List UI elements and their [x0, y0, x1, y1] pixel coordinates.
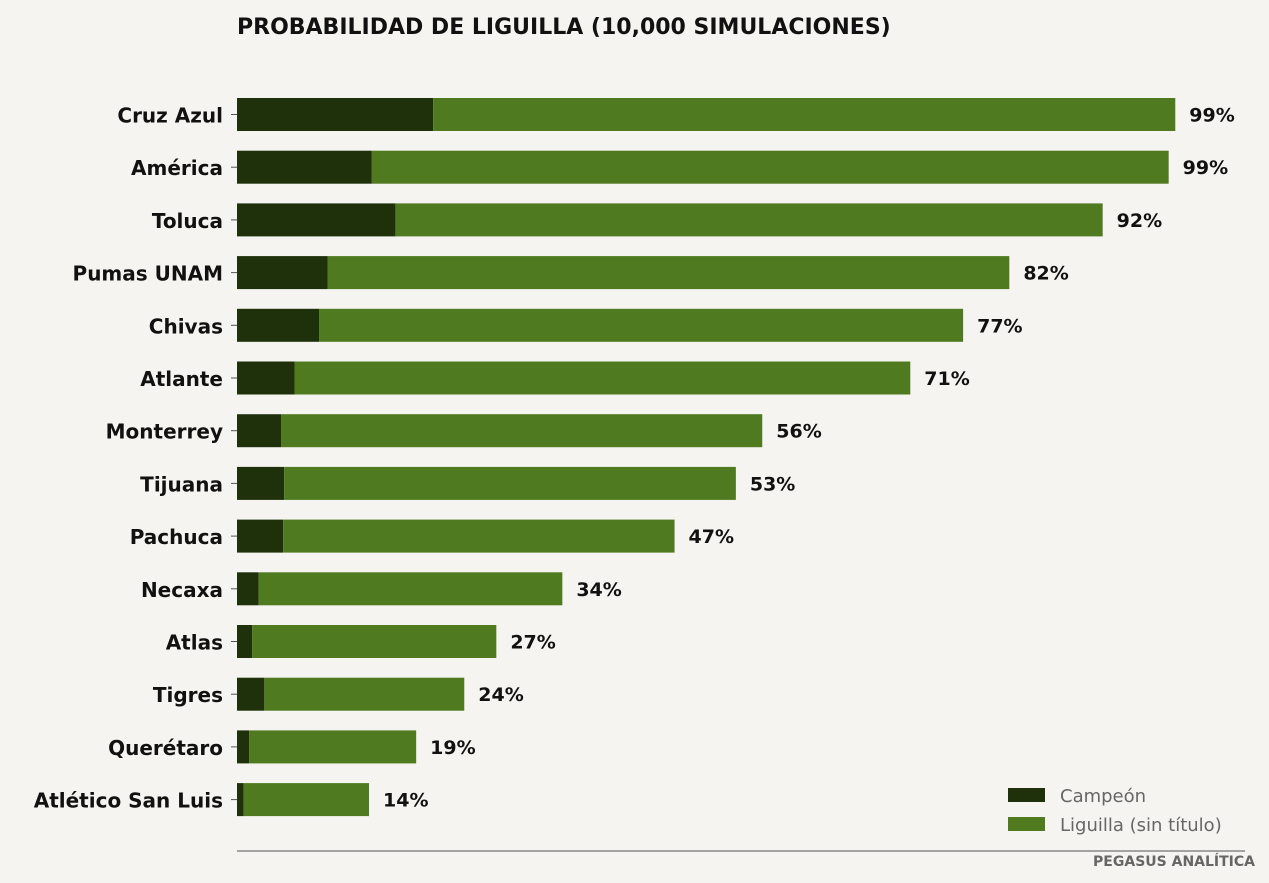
y-tick-label: Chivas — [149, 314, 223, 338]
y-tick-label: América — [131, 156, 223, 180]
data-label-total: 82% — [1023, 263, 1068, 285]
bar-liguilla — [249, 730, 417, 764]
y-tick-label: Atlante — [140, 367, 223, 391]
y-tick-label: Querétaro — [108, 736, 223, 760]
legend-label-champion: Campeón — [1060, 786, 1146, 807]
bar-champion — [237, 677, 265, 711]
legend-label-liguilla: Liguilla (sin título) — [1060, 815, 1222, 836]
bar-champion — [237, 98, 434, 131]
bar-liguilla — [281, 414, 763, 448]
bar-champion — [237, 361, 295, 395]
bar-champion — [237, 625, 253, 658]
bar-liguilla — [284, 466, 736, 500]
bar-liguilla — [243, 783, 370, 817]
data-label-total: 19% — [430, 737, 475, 759]
data-label-total: 92% — [1117, 210, 1162, 232]
bar-champion — [237, 150, 372, 184]
bar-champion — [237, 308, 320, 342]
data-label-total: 71% — [924, 368, 969, 390]
credit-text: PEGASUS ANALÍTICA — [1093, 853, 1255, 870]
bars-group: Cruz Azul 99% América 99% Toluca 92% Pumas UNA… — [34, 98, 1235, 817]
bar-liguilla — [264, 677, 465, 711]
data-label-total: 77% — [977, 315, 1022, 337]
bar-champion — [237, 519, 284, 553]
bar-liguilla — [371, 150, 1169, 184]
bar-champion — [237, 572, 259, 606]
bar-champion — [237, 783, 244, 817]
y-tick-label: Atlas — [166, 631, 223, 655]
bar-liguilla — [252, 625, 497, 658]
bar-champion — [237, 256, 328, 290]
y-tick-label: Toluca — [152, 209, 223, 233]
data-label-total: 47% — [689, 526, 734, 548]
y-tick-label: Pumas UNAM — [73, 262, 223, 286]
bar-champion — [237, 730, 250, 764]
y-tick-label: Cruz Azul — [117, 104, 223, 128]
data-label-total: 24% — [478, 684, 523, 706]
bar-liguilla — [319, 308, 964, 342]
data-label-total: 99% — [1183, 157, 1228, 179]
data-label-total: 99% — [1189, 105, 1234, 127]
y-tick-label: Monterrey — [106, 420, 223, 444]
y-tick-label: Atlético San Luis — [34, 789, 223, 813]
bar-champion — [237, 203, 396, 237]
bar-liguilla — [327, 256, 1010, 290]
data-label-total: 34% — [576, 579, 621, 601]
data-label-total: 53% — [750, 473, 795, 495]
data-label-total: 56% — [776, 421, 821, 443]
bar-champion — [237, 466, 285, 500]
bar-liguilla — [433, 98, 1176, 131]
y-tick-label: Pachuca — [130, 525, 223, 549]
data-label-total: 14% — [383, 790, 428, 812]
bar-liguilla — [258, 572, 563, 606]
y-tick-label: Tijuana — [140, 472, 223, 496]
bar-champion — [237, 414, 282, 448]
y-tick-label: Necaxa — [141, 578, 223, 602]
bar-liguilla — [294, 361, 911, 395]
y-tick-label: Tigres — [153, 683, 223, 707]
data-label-total: 27% — [510, 632, 555, 654]
bar-liguilla — [283, 519, 675, 553]
bar-liguilla — [395, 203, 1103, 237]
legend: Campeón Liguilla (sin título) — [1008, 786, 1222, 836]
chart-title: PROBABILIDAD DE LIGUILLA (10,000 SIMULAC… — [237, 15, 891, 40]
legend-swatch-liguilla — [1008, 817, 1045, 831]
legend-swatch-champion — [1008, 788, 1045, 802]
